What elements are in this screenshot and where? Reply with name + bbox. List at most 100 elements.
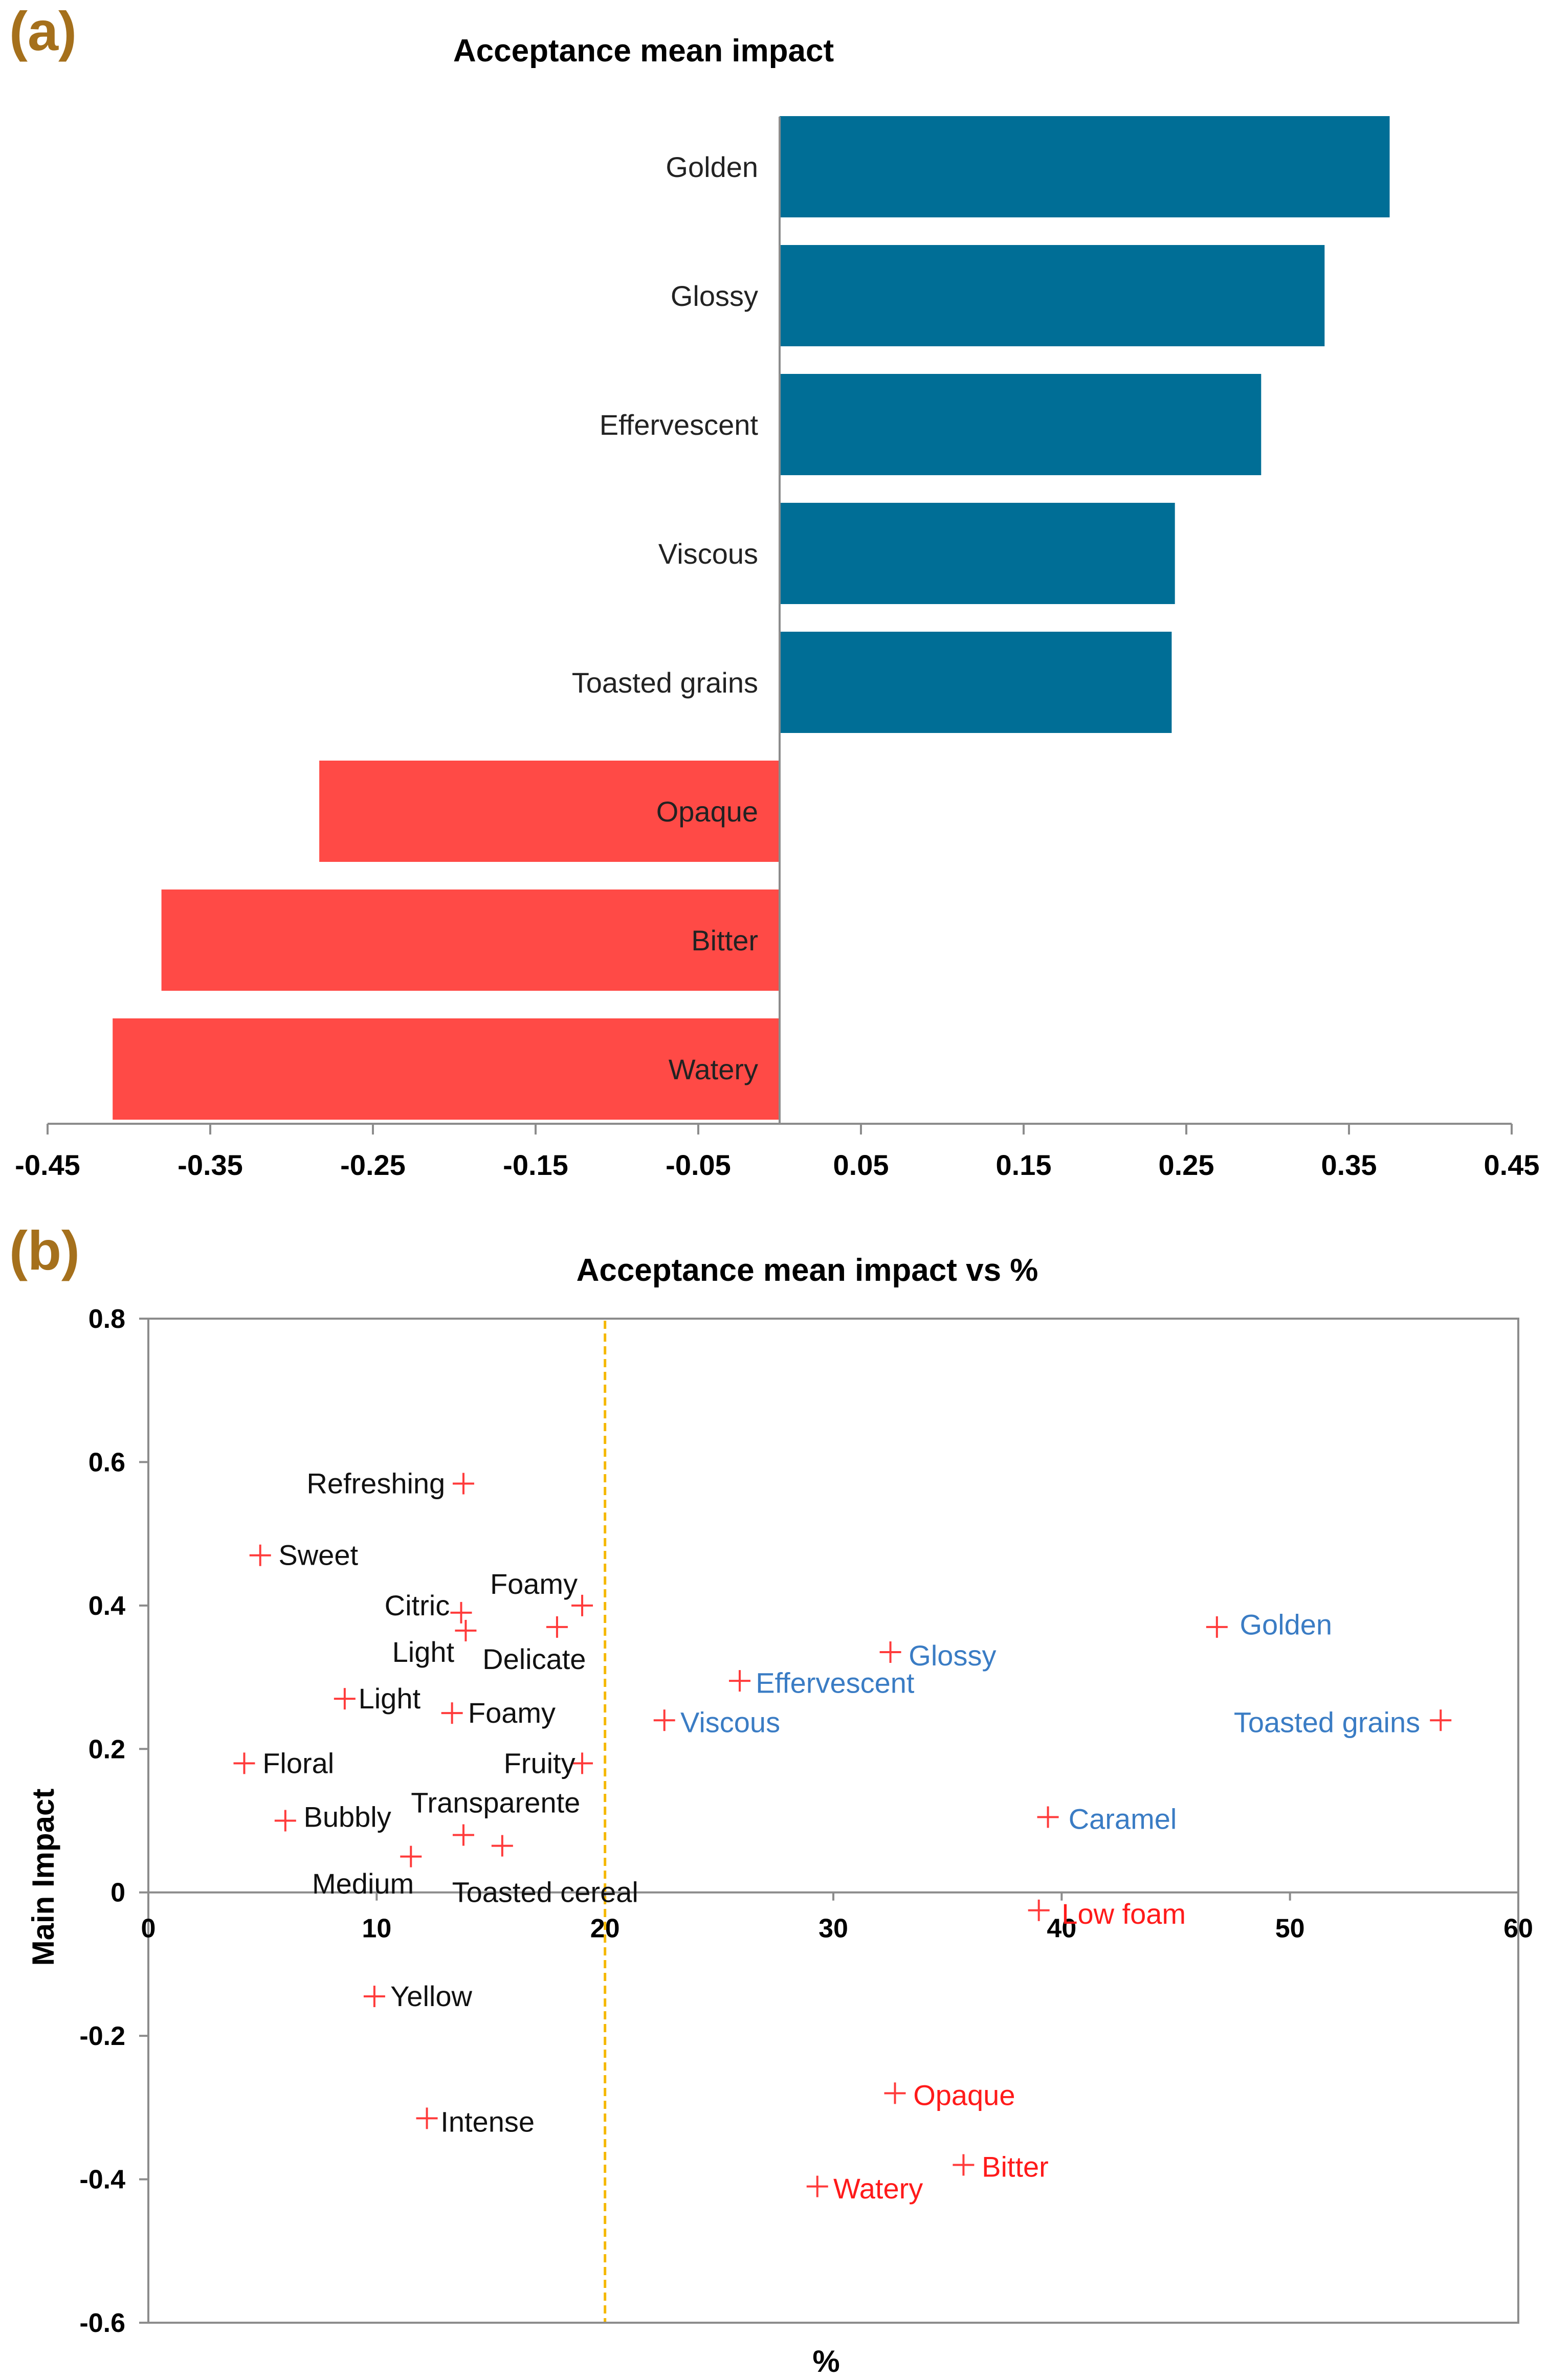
point-foamy: Foamy	[490, 1568, 593, 1616]
bar-label-toasted-grains: Toasted grains	[572, 666, 758, 699]
point-opaque: Opaque	[884, 2079, 1015, 2111]
y-tick-label: -0.2	[79, 2021, 125, 2051]
point-sweet: Sweet	[249, 1539, 358, 1571]
point-label-sweet: Sweet	[278, 1539, 358, 1571]
point-label-medium: Medium	[312, 1867, 414, 1900]
panel-b-axes: -0.6-0.4-0.200.20.40.60.80 10 20 30 40 50 60	[79, 1304, 1533, 2338]
point-label-bubbly: Bubbly	[304, 1801, 391, 1833]
y-tick-label: -0.6	[79, 2308, 125, 2338]
bar-label-effervescent: Effervescent	[600, 409, 759, 441]
bar-glossy	[780, 245, 1325, 346]
point-floral: Floral	[233, 1747, 334, 1779]
point-watery: Watery	[806, 2172, 923, 2205]
bar-label-watery: Watery	[669, 1053, 758, 1085]
bar-bitter	[161, 889, 780, 991]
point-label-viscous: Viscous	[680, 1706, 780, 1738]
bar-effervescent	[780, 374, 1262, 475]
point-label-opaque: Opaque	[913, 2079, 1015, 2111]
point-toasted-grains: Toasted grains	[1234, 1706, 1452, 1738]
point-label-light: Light	[359, 1682, 421, 1715]
panel-b-title: Acceptance mean impact vs %	[577, 1253, 1038, 1288]
plot-frame	[147, 1318, 1519, 2324]
y-tick-label: 0.6	[88, 1448, 125, 1477]
panel-b: (b) Acceptance mean impact vs % -0.6 -0.4…	[9, 1219, 1533, 2378]
x-tick-label: 60	[1503, 1914, 1533, 1944]
x-tick-label: 50	[1275, 1914, 1305, 1944]
point-effervescent: Effervescent	[729, 1666, 915, 1699]
panel-b-label: (b)	[9, 1219, 80, 1281]
x-tick-label: 0	[141, 1914, 156, 1944]
y-tick-label: 0.8	[88, 1304, 125, 1334]
point-label-golden: Golden	[1240, 1609, 1333, 1641]
point-bitter: Bitter	[953, 2151, 1049, 2183]
point-light: Light	[334, 1682, 421, 1715]
point-refreshing: Refreshing	[306, 1467, 474, 1500]
x-tick-label: -0.35	[178, 1149, 243, 1181]
point-intense: Intense	[416, 2105, 535, 2138]
y-tick-label: 0.4	[88, 1591, 125, 1621]
x-tick-label: 0.15	[996, 1149, 1052, 1181]
point-golden: Golden	[1206, 1609, 1332, 1641]
point-label-toasted-cereal: Toasted cereal	[452, 1876, 638, 1908]
y-tick-label: -0.4	[79, 2165, 125, 2195]
bar-label-bitter: Bitter	[691, 924, 758, 957]
panel-a: (a) Acceptance mean impact Golden Glossy E…	[9, 0, 1540, 1181]
point-low-foam: Low foam	[1028, 1898, 1186, 1930]
panel-b-points: Refreshing Sweet Citric Foamy Light Delicate L…	[233, 1467, 1452, 2205]
y-tick-label: 0	[110, 1878, 125, 1908]
point-label-toasted-grains: Toasted grains	[1234, 1706, 1420, 1738]
x-tick-label: 10	[362, 1914, 391, 1944]
point-citric: Citric	[385, 1589, 472, 1623]
bar-label-viscous: Viscous	[658, 538, 758, 570]
point-label-delicate: Delicate	[482, 1643, 586, 1675]
point-label-bitter: Bitter	[982, 2151, 1049, 2183]
point-label-glossy: Glossy	[909, 1639, 996, 1672]
point-glossy: Glossy	[879, 1639, 996, 1672]
bar-label-opaque: Opaque	[656, 795, 758, 828]
x-tick-label: 0.05	[833, 1149, 889, 1181]
point-label-yellow: Yellow	[390, 1980, 472, 2012]
point-label-citric: Citric	[385, 1589, 450, 1621]
y-axis-title: Main Impact	[26, 1789, 60, 1966]
panel-a-x-axis: -0.45 -0.35 -0.25 -0.15 -0.05 0.05 0.15 0.25 0.3…	[15, 117, 1540, 1181]
point-caramel: Caramel	[1037, 1803, 1177, 1835]
point-label-caramel: Caramel	[1069, 1803, 1177, 1835]
point-toasted-cereal: Toasted cereal	[452, 1835, 638, 1908]
x-tick-label: 30	[818, 1914, 848, 1944]
bar-toasted-grains	[780, 632, 1172, 733]
point-label-foamy: Foamy	[490, 1568, 578, 1600]
bar-opaque	[319, 761, 780, 862]
point-bubbly: Bubbly	[274, 1801, 391, 1833]
y-tick-label: 0.2	[88, 1734, 125, 1764]
point-viscous: Viscous	[653, 1706, 780, 1738]
point-yellow: Yellow	[363, 1980, 472, 2012]
point-delicate: Delicate	[482, 1616, 586, 1675]
bar-label-glossy: Glossy	[671, 280, 758, 312]
bar-label-golden: Golden	[666, 151, 758, 183]
point-fruity: Fruity	[504, 1747, 593, 1779]
point-light: Light	[392, 1619, 477, 1668]
point-label-floral: Floral	[262, 1747, 334, 1779]
x-axis-title: %	[812, 2344, 839, 2378]
point-label-effervescent: Effervescent	[756, 1666, 915, 1699]
point-label-intense: Intense	[440, 2105, 535, 2138]
bar-golden	[780, 116, 1390, 217]
bar-viscous	[780, 503, 1175, 604]
point-label-transparente: Transparente	[411, 1786, 580, 1818]
point-medium: Medium	[312, 1845, 422, 1900]
x-tick-label: -0.05	[666, 1149, 731, 1181]
panel-a-title: Acceptance mean impact	[453, 33, 834, 69]
point-label-low-foam: Low foam	[1061, 1898, 1186, 1930]
x-tick-label: -0.25	[340, 1149, 406, 1181]
point-label-foamy: Foamy	[468, 1697, 556, 1729]
x-tick-label: 0.45	[1484, 1149, 1540, 1181]
bar-watery	[113, 1018, 780, 1120]
point-foamy: Foamy	[441, 1697, 556, 1729]
x-tick-label: 40	[1047, 1914, 1076, 1944]
point-label-light: Light	[392, 1636, 455, 1668]
point-label-refreshing: Refreshing	[306, 1467, 445, 1500]
panel-a-label: (a)	[9, 0, 77, 62]
x-tick-label: -0.15	[503, 1149, 568, 1181]
point-label-fruity: Fruity	[504, 1747, 576, 1779]
